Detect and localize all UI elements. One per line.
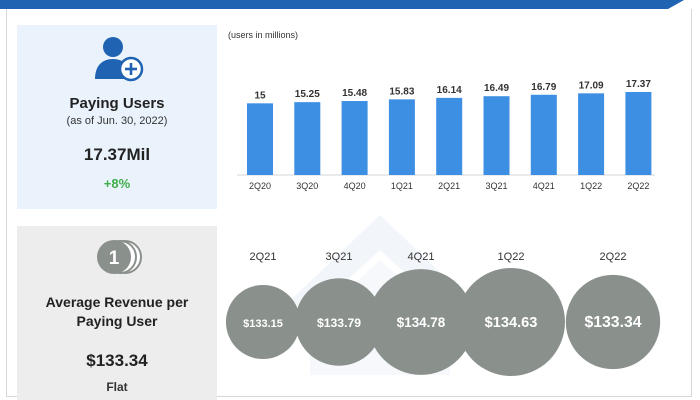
x-tick-label: 1Q21 [391,181,413,191]
bubble-period-label: 2Q22 [600,251,627,263]
paying-users-growth: +8% [103,176,131,191]
bar [625,92,652,175]
bar-value-label: 16.79 [531,82,556,93]
bubble-period-label: 1Q22 [498,251,525,263]
bubble [225,284,301,360]
bubble-period-label: 3Q21 [326,251,353,263]
chart-unit-note: (users in millions) [228,30,299,40]
bubble [295,278,383,366]
bubble-period-label: 2Q21 [250,251,277,263]
infographic-frame [6,9,692,397]
bar-value-label: 15.83 [389,86,414,97]
paying-users-chart: 15 2Q20 15.25 3Q20 15.48 4Q20 15.83 1Q21 16.14 2Q… [225,25,665,203]
bubble-value-label: $134.78 [397,315,446,330]
x-tick-label: 4Q20 [344,181,366,191]
arpu-title: Average Revenue per Paying User [45,294,189,329]
bar [388,99,415,175]
bar-value-label: 16.49 [484,83,509,94]
arpu-panel: 1 Average Revenue per Paying User $133.3… [17,226,217,400]
bar [483,96,510,175]
bubble [368,269,474,375]
bar-value-label: 17.37 [626,79,651,90]
arpu-change: Flat [106,380,128,394]
x-tick-label: 4Q21 [533,181,555,191]
bubble-value-label: $133.79 [317,316,361,330]
bar [578,93,605,175]
bar-value-label: 15.48 [342,88,367,99]
bar [341,101,368,175]
x-tick-label: 3Q21 [485,181,507,191]
bar-chart-svg: 15 2Q20 15.25 3Q20 15.48 4Q20 15.83 1Q21 16.14 2Q… [237,79,655,191]
bar [436,97,463,175]
svg-text:1: 1 [109,248,120,269]
bubble [456,267,566,377]
paying-users-title: Paying Users [69,95,165,112]
header-band [0,0,700,9]
bar-value-label: 15.25 [295,89,320,100]
bubble-period-label: 4Q21 [408,251,435,263]
bubble [565,274,661,370]
bar-value-label: 16.14 [437,85,462,96]
bar [294,102,321,175]
arpu-bubble-chart: 2Q21 $133.15 3Q21 $133.79 4Q21 $134.78 1Q22 $13… [225,251,661,377]
coin-stack-icon: 1 [97,240,142,274]
bar-value-label: 17.09 [579,80,604,91]
x-tick-label: 2Q22 [627,181,649,191]
paying-users-date: (as of Jun. 30, 2022) [66,115,168,127]
x-tick-label: 2Q21 [438,181,460,191]
bubble-value-label: $133.34 [584,314,641,331]
x-tick-label: 3Q20 [296,181,318,191]
bubble-value-label: $134.63 [485,315,538,331]
paying-users-panel: Paying Users (as of Jun. 30, 2022) 17.37… [17,25,217,209]
bubble-value-label: $133.15 [243,318,283,330]
bar [530,94,557,175]
bar-value-label: 15 [254,90,266,101]
bar [247,103,273,175]
add-user-icon [95,37,144,82]
x-tick-label: 2Q20 [249,181,271,191]
x-tick-label: 1Q22 [580,181,602,191]
arpu-value: $133.34 [86,351,148,370]
paying-users-value: 17.37Mil [83,145,151,164]
